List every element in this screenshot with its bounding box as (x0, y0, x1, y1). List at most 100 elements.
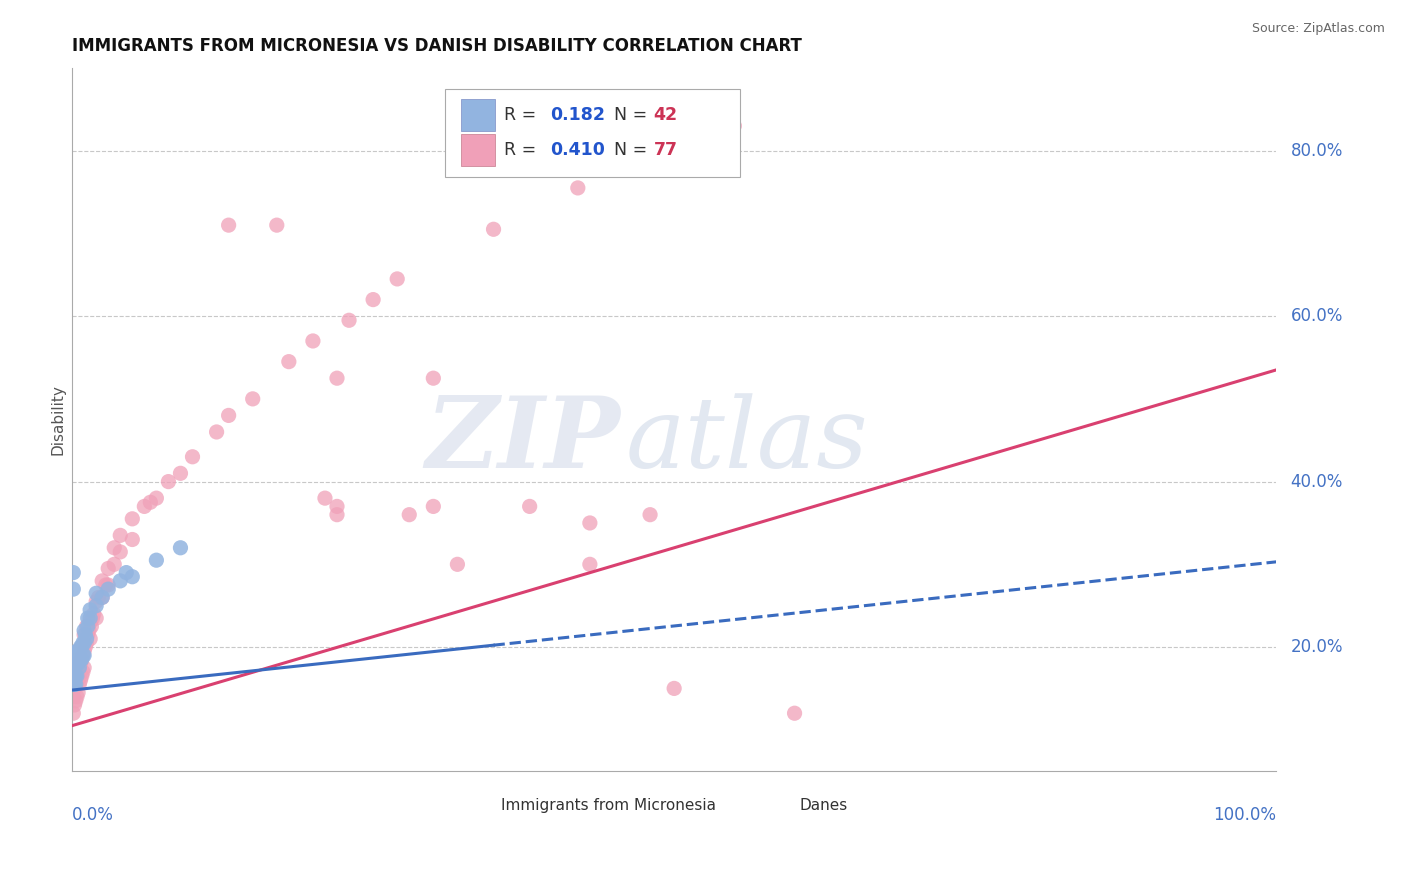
Point (398, 508, 420, 522)
Point (69, 652, 91, 666)
Point (567, 181, 589, 195)
Text: ZIP: ZIP (425, 392, 620, 489)
Point (638, 508, 661, 522)
Point (73, 627, 96, 641)
Point (65, 661, 87, 675)
Point (157, 475, 180, 489)
Text: R =: R = (505, 141, 543, 160)
Point (66, 657, 89, 671)
Point (519, 500, 541, 514)
Point (67, 652, 90, 666)
Point (91, 574, 114, 588)
Point (115, 566, 138, 580)
Point (110, 528, 132, 542)
Point (73, 636, 96, 650)
Point (73, 644, 96, 658)
Point (67, 685, 90, 699)
Point (277, 354, 299, 368)
Point (662, 144, 685, 158)
Point (91, 591, 114, 605)
Point (94, 578, 117, 592)
Point (65, 694, 87, 708)
Point (73, 648, 96, 663)
Point (62, 566, 84, 580)
Point (97, 582, 120, 596)
Point (446, 558, 468, 572)
Point (139, 495, 162, 509)
Point (72, 648, 94, 663)
Point (579, 558, 602, 572)
Point (75, 640, 97, 654)
Text: atlas: atlas (626, 393, 869, 488)
Point (662, 681, 685, 696)
Point (723, 119, 745, 133)
Point (422, 500, 444, 514)
Point (73, 661, 96, 675)
Point (80, 619, 103, 633)
Point (69, 673, 91, 687)
FancyBboxPatch shape (446, 89, 741, 177)
FancyBboxPatch shape (461, 134, 495, 166)
Point (337, 313, 360, 327)
Point (70, 652, 93, 666)
Point (62, 661, 84, 675)
Text: N =: N = (614, 141, 652, 160)
Text: 42: 42 (654, 106, 678, 124)
Point (67, 648, 90, 663)
Text: Source: ZipAtlas.com: Source: ZipAtlas.com (1251, 22, 1385, 36)
Point (62, 706, 84, 721)
Point (63, 677, 86, 691)
Point (84, 611, 107, 625)
Point (66, 673, 89, 687)
Point (103, 541, 125, 555)
Point (65, 657, 87, 671)
Point (62, 582, 84, 596)
Point (66, 690, 89, 704)
FancyBboxPatch shape (768, 795, 794, 817)
Point (79, 603, 101, 617)
Point (82, 611, 104, 625)
Point (65, 677, 87, 691)
Text: 40.0%: 40.0% (1291, 473, 1343, 491)
Point (76, 611, 98, 625)
Point (84, 599, 107, 613)
Text: 0.0%: 0.0% (72, 806, 114, 824)
Point (326, 508, 349, 522)
Point (67, 661, 90, 675)
Point (72, 636, 94, 650)
Point (326, 500, 349, 514)
Text: 80.0%: 80.0% (1291, 142, 1343, 160)
Point (266, 218, 288, 232)
Text: IMMIGRANTS FROM MICRONESIA VS DANISH DISABILITY CORRELATION CHART: IMMIGRANTS FROM MICRONESIA VS DANISH DIS… (72, 37, 801, 55)
Point (62, 669, 84, 683)
Point (110, 545, 132, 559)
Text: Immigrants from Micronesia: Immigrants from Micronesia (501, 798, 716, 814)
Point (84, 586, 107, 600)
Point (62, 673, 84, 687)
Point (169, 467, 191, 481)
Point (134, 500, 156, 514)
Point (76, 636, 98, 650)
Point (79, 611, 101, 625)
Point (181, 450, 204, 464)
Point (70, 652, 93, 666)
Point (242, 392, 264, 406)
Point (87, 591, 110, 605)
Point (62, 690, 84, 704)
Point (387, 272, 409, 286)
Text: 100.0%: 100.0% (1213, 806, 1277, 824)
Point (121, 533, 143, 547)
Point (218, 218, 240, 232)
Point (110, 574, 132, 588)
Point (79, 632, 101, 646)
Point (121, 570, 143, 584)
Point (361, 293, 384, 307)
Point (145, 553, 167, 567)
Point (72, 648, 94, 663)
Point (75, 627, 97, 641)
Point (79, 615, 101, 630)
Point (91, 591, 114, 605)
Text: 60.0%: 60.0% (1291, 307, 1343, 326)
Point (77, 624, 100, 638)
Text: N =: N = (614, 106, 652, 124)
